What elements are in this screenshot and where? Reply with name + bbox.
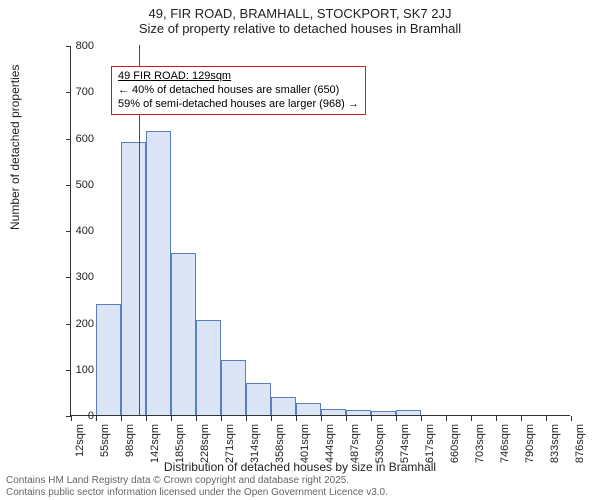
x-tick-label: 617sqm (424, 424, 436, 468)
y-tick-label: 800 (54, 40, 94, 52)
x-tick-mark (546, 416, 547, 421)
histogram-bar (246, 383, 271, 415)
x-tick-label: 55sqm (99, 424, 111, 468)
x-tick-mark (96, 416, 97, 421)
y-tick-label: 400 (54, 225, 94, 237)
x-tick-label: 185sqm (174, 424, 186, 468)
x-tick-label: 746sqm (499, 424, 511, 468)
histogram-bar (396, 410, 421, 415)
x-tick-label: 228sqm (199, 424, 211, 468)
x-tick-label: 444sqm (324, 424, 336, 468)
x-tick-label: 530sqm (374, 424, 386, 468)
x-tick-label: 703sqm (474, 424, 486, 468)
x-tick-mark (171, 416, 172, 421)
x-tick-label: 790sqm (524, 424, 536, 468)
y-tick-label: 100 (54, 364, 94, 376)
histogram-bar (296, 403, 321, 415)
x-tick-label: 876sqm (574, 424, 586, 468)
footer-line1: Contains HM Land Registry data © Crown c… (6, 475, 388, 487)
x-tick-mark (446, 416, 447, 421)
histogram-bar (171, 253, 196, 415)
y-tick-label: 600 (54, 133, 94, 145)
x-tick-mark (246, 416, 247, 421)
x-tick-label: 401sqm (299, 424, 311, 468)
x-tick-mark (496, 416, 497, 421)
x-tick-label: 98sqm (124, 424, 136, 468)
x-tick-mark (396, 416, 397, 421)
x-tick-mark (221, 416, 222, 421)
annotation-line: 49 FIR ROAD: 129sqm (118, 70, 359, 84)
x-tick-mark (421, 416, 422, 421)
annotation-line: ← 40% of detached houses are smaller (65… (118, 84, 359, 98)
histogram-bar (121, 142, 146, 415)
x-tick-label: 142sqm (149, 424, 161, 468)
x-tick-label: 487sqm (349, 424, 361, 468)
x-tick-mark (271, 416, 272, 421)
annotation-box: 49 FIR ROAD: 129sqm← 40% of detached hou… (111, 66, 366, 115)
x-tick-label: 12sqm (74, 424, 86, 468)
x-tick-label: 660sqm (449, 424, 461, 468)
y-tick-label: 300 (54, 271, 94, 283)
x-tick-mark (121, 416, 122, 421)
x-tick-mark (521, 416, 522, 421)
x-tick-mark (571, 416, 572, 421)
chart-area: 49 FIR ROAD: 129sqm← 40% of detached hou… (70, 46, 570, 416)
page-title-line2: Size of property relative to detached ho… (0, 21, 600, 36)
footer-line2: Contains public sector information licen… (6, 487, 388, 499)
x-tick-mark (321, 416, 322, 421)
x-tick-label: 574sqm (399, 424, 411, 468)
x-tick-mark (371, 416, 372, 421)
page-title-line1: 49, FIR ROAD, BRAMHALL, STOCKPORT, SK7 2… (0, 6, 600, 21)
x-tick-label: 271sqm (224, 424, 236, 468)
x-tick-mark (471, 416, 472, 421)
annotation-line: 59% of semi-detached houses are larger (… (118, 98, 359, 112)
histogram-bar (221, 360, 246, 416)
histogram-bar (271, 397, 296, 416)
histogram-bar (96, 304, 121, 415)
x-tick-mark (346, 416, 347, 421)
y-tick-label: 700 (54, 86, 94, 98)
histogram-bar (321, 409, 346, 415)
x-tick-mark (146, 416, 147, 421)
footer-attribution: Contains HM Land Registry data © Crown c… (6, 475, 388, 498)
y-tick-label: 0 (54, 410, 94, 422)
plot-area: 49 FIR ROAD: 129sqm← 40% of detached hou… (70, 46, 570, 416)
y-tick-label: 500 (54, 179, 94, 191)
y-tick-label: 200 (54, 318, 94, 330)
histogram-bar (146, 131, 171, 415)
y-axis-label: Number of detached properties (8, 65, 22, 230)
x-tick-label: 314sqm (249, 424, 261, 468)
histogram-bar (196, 320, 221, 415)
histogram-bar (371, 411, 396, 415)
histogram-bar (346, 410, 371, 415)
x-tick-mark (196, 416, 197, 421)
x-tick-label: 358sqm (274, 424, 286, 468)
x-tick-label: 833sqm (549, 424, 561, 468)
x-tick-mark (296, 416, 297, 421)
